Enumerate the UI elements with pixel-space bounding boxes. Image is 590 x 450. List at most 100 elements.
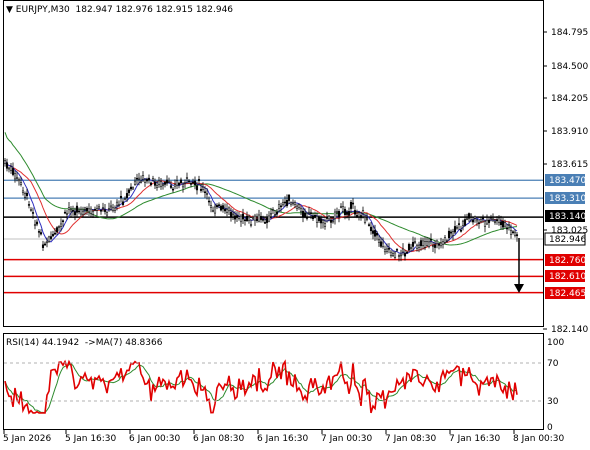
candle-body <box>85 207 89 211</box>
rsi-tick: 30 <box>547 397 559 407</box>
candle-body <box>407 244 411 251</box>
candle-body <box>267 215 271 222</box>
candle-body <box>421 240 425 246</box>
candle-body <box>29 209 33 211</box>
candle-body <box>91 210 95 215</box>
candle-body <box>373 230 377 237</box>
candle-body <box>77 210 81 213</box>
candle-body <box>397 255 401 257</box>
time-tick: 7 Jan 08:30 <box>385 434 437 444</box>
candle-body <box>327 215 331 220</box>
candle-body <box>31 212 35 214</box>
price-tick: 183.025 <box>551 226 588 236</box>
candle-body <box>401 248 405 253</box>
symbol-header: ▼ EURJPY,M30 182.947 182.976 182.915 182… <box>6 5 233 15</box>
candle-body <box>319 218 323 224</box>
candle-body <box>287 194 291 201</box>
candle-body <box>215 205 219 208</box>
candle-body <box>459 229 463 232</box>
candle-body <box>93 209 97 211</box>
candle-body <box>163 182 167 185</box>
high-value: 182.976 <box>115 5 153 15</box>
candle-body <box>147 177 151 181</box>
candle-body <box>87 208 91 213</box>
candle-body <box>245 215 249 222</box>
candle-body <box>105 212 109 216</box>
candle-body <box>345 212 349 215</box>
candle-body <box>63 211 67 214</box>
candle-body <box>271 209 275 211</box>
level-label-r1: 183.310 <box>549 194 586 204</box>
candle-body <box>231 213 235 216</box>
candle-body <box>515 234 519 237</box>
candle-body <box>233 215 237 220</box>
candle-body <box>165 179 169 184</box>
candle-body <box>351 202 355 205</box>
candle-body <box>269 212 273 216</box>
candle-body <box>475 219 479 222</box>
candle-body <box>201 186 205 191</box>
horizontal-levels <box>4 179 543 294</box>
candle-body <box>333 211 337 220</box>
candle-body <box>337 211 341 217</box>
candle-body <box>309 212 313 214</box>
candle-body <box>129 186 133 190</box>
candle-body <box>329 219 333 223</box>
candle-body <box>341 206 345 212</box>
candle-body <box>189 183 193 185</box>
candle-body <box>125 193 129 199</box>
time-tick: 6 Jan 00:30 <box>129 434 181 444</box>
candle-body <box>3 160 7 164</box>
candle-body <box>289 202 293 205</box>
candle-body <box>361 210 365 214</box>
candle-body <box>483 221 487 227</box>
time-tick: 8 Jan 00:30 <box>513 434 565 444</box>
candle-body <box>443 237 447 243</box>
candle-body <box>67 207 71 210</box>
candle-body <box>465 218 469 221</box>
candle-body <box>143 179 147 183</box>
candle-body <box>507 224 511 226</box>
candle-body <box>363 217 367 223</box>
candle-body <box>387 247 391 250</box>
low-value: 182.915 <box>155 5 193 15</box>
candle-body <box>339 206 343 208</box>
candle-body <box>353 210 357 215</box>
candle-body <box>473 216 477 219</box>
candle-body <box>219 205 223 211</box>
rsi-line <box>4 359 518 415</box>
candle-body <box>265 217 269 223</box>
candle-body <box>501 221 505 228</box>
candle-body <box>221 205 225 210</box>
candle-body <box>499 221 503 226</box>
candle-body <box>247 216 251 221</box>
candle-body <box>285 199 289 207</box>
candle-body <box>395 249 399 251</box>
candle-body <box>331 220 335 223</box>
candle-body <box>321 220 325 224</box>
candle-body <box>73 211 77 216</box>
candle-body <box>79 209 83 215</box>
rsi-tick: 0 <box>547 423 553 433</box>
candle-body <box>51 234 55 237</box>
candle-body <box>491 218 495 221</box>
candle-body <box>249 224 253 226</box>
candle-body <box>299 207 303 213</box>
candle-body <box>325 216 329 219</box>
candle-body <box>481 217 485 220</box>
candle-body <box>37 231 41 233</box>
chevron-down-icon[interactable]: ▼ <box>6 5 16 15</box>
candle-body <box>59 223 63 227</box>
main-pane-frame <box>3 0 544 327</box>
level-labels: 183.470 183.310 183.140 182.946 182.760 … <box>544 174 586 299</box>
candle-body <box>121 201 125 205</box>
rsi-lines <box>4 359 518 415</box>
ma-slow-line <box>4 132 518 246</box>
candle-body <box>441 241 445 245</box>
candles <box>3 158 519 262</box>
candle-body <box>487 219 491 223</box>
candle-body <box>191 181 195 184</box>
down-arrow-icon <box>514 238 524 293</box>
ma-mid-line <box>4 160 518 253</box>
